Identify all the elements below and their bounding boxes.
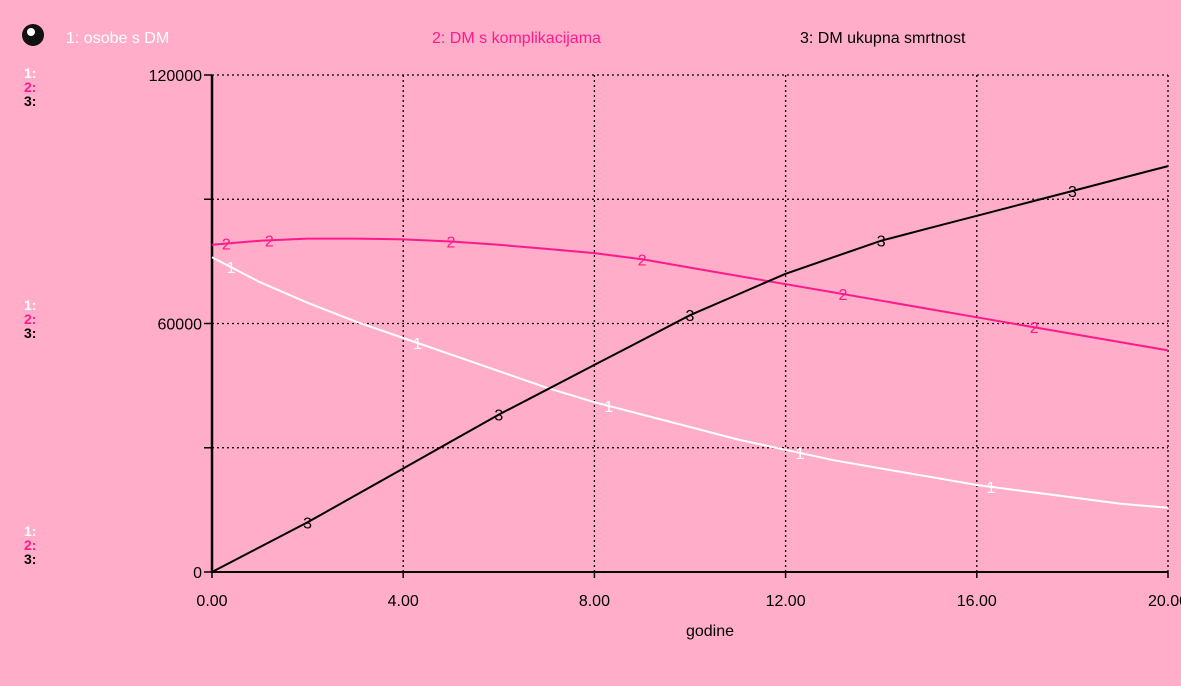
y-tick-label: 0 xyxy=(193,565,202,582)
legend-item-2: 2: DM s komplikacijama xyxy=(432,30,601,47)
series-marker-3: 3 xyxy=(877,234,886,251)
series-marker-1: 1 xyxy=(604,399,613,416)
series-marker-1: 1 xyxy=(227,260,236,277)
series-marker-1: 1 xyxy=(987,480,996,497)
scale-group-top: 1: 2: 3: xyxy=(24,66,36,108)
series-line-2 xyxy=(211,237,1169,352)
x-tick-label: 0.00 xyxy=(196,593,227,610)
series-marker-1: 1 xyxy=(795,446,804,463)
axes xyxy=(204,74,1169,578)
scale-label-1: 1: xyxy=(24,523,37,539)
legend-item-3: 3: DM ukupna smrtnost xyxy=(800,30,966,47)
series-line-1 xyxy=(211,256,1169,509)
scale-group-middle: 1: 2: 3: xyxy=(24,298,36,340)
x-tick-label: 20.00 xyxy=(1148,593,1181,610)
series-marker-2: 2 xyxy=(265,233,274,250)
y-tick-label: 60000 xyxy=(158,317,203,334)
series-marker-2: 2 xyxy=(222,237,231,254)
x-tick-label: 4.00 xyxy=(388,593,419,610)
scale-label-1: 1: xyxy=(24,65,37,81)
pin-icon[interactable] xyxy=(22,24,44,46)
series-marker-3: 3 xyxy=(686,308,695,325)
scale-label-3: 3: xyxy=(24,551,37,567)
x-axis-label: godine xyxy=(686,623,734,640)
scale-label-3: 3: xyxy=(24,325,37,341)
series-marker-2: 2 xyxy=(1030,320,1039,337)
legend-item-1: 1: osobe s DM xyxy=(66,30,170,47)
series-marker-1: 1 xyxy=(413,336,422,353)
series-lines xyxy=(211,165,1169,573)
series-marker-2: 2 xyxy=(638,252,647,269)
series-line-3 xyxy=(211,165,1169,573)
series-marker-3: 3 xyxy=(494,408,503,425)
scale-group-bottom: 1: 2: 3: xyxy=(24,524,36,566)
series-marker-3: 3 xyxy=(1068,184,1077,201)
y-tick-label: 120000 xyxy=(149,68,202,85)
series-marker-3: 3 xyxy=(303,515,312,532)
scale-label-3: 3: xyxy=(24,93,37,109)
scale-label-2: 2: xyxy=(24,311,37,327)
series-markers: 1 1 1 1 1 2 2 2 2 2 2 3 3 3 3 3 xyxy=(222,184,1077,532)
scale-label-2: 2: xyxy=(24,79,37,95)
series-marker-2: 2 xyxy=(447,234,456,251)
tick-labels: 0.00 4.00 8.00 12.00 16.00 20.00 0 60000 120000 xyxy=(149,68,1181,610)
x-tick-label: 16.00 xyxy=(957,593,997,610)
series-marker-2: 2 xyxy=(839,287,848,304)
scale-label-2: 2: xyxy=(24,537,37,553)
x-tick-label: 8.00 xyxy=(579,593,610,610)
scale-label-1: 1: xyxy=(24,297,37,313)
x-tick-label: 12.00 xyxy=(766,593,806,610)
